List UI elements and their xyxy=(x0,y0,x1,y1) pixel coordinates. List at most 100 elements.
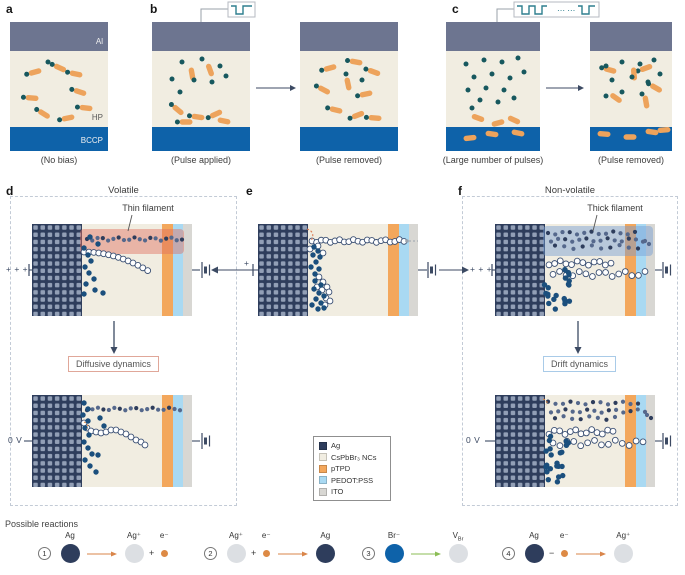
ion-dot xyxy=(511,95,517,101)
ion-dot xyxy=(463,61,469,67)
ion-dot xyxy=(179,59,185,65)
ag-circle xyxy=(315,544,335,563)
ion-dot xyxy=(223,73,229,79)
species-electron: e⁻ xyxy=(556,531,572,557)
layer-ito xyxy=(646,224,655,316)
reaction-arrow-icon xyxy=(278,551,309,557)
nanocrystal-rod xyxy=(623,134,637,140)
species-ag-plus: Ag⁺ xyxy=(223,531,249,563)
title-volatile: Volatile xyxy=(108,185,139,196)
reaction-arrow-icon xyxy=(87,551,117,557)
nanocrystal-rod xyxy=(363,66,381,76)
ion-dot xyxy=(645,79,651,85)
arrowhead-icon xyxy=(290,85,296,91)
device-cross-volatile-zero xyxy=(32,395,192,487)
species-ag: Ag xyxy=(521,531,547,563)
device-stack-pulse-removed xyxy=(300,22,398,151)
ion-dot xyxy=(169,76,175,82)
nanocrystal-rod xyxy=(217,117,231,125)
device-cross-intermediate xyxy=(258,224,418,316)
legend-item-ptpd: pTPD xyxy=(319,464,385,473)
thick-filament-label: Thick filament xyxy=(587,203,643,213)
nanocrystal-rod xyxy=(188,67,196,81)
ion-dot xyxy=(343,71,349,77)
layer-ito xyxy=(646,395,655,487)
layer-ito xyxy=(183,224,192,316)
layer-ito xyxy=(409,224,418,316)
br-circle xyxy=(384,544,404,563)
ion-dot xyxy=(603,63,609,69)
ion-dot xyxy=(521,69,527,75)
reaction-3: 3 Br⁻ VBr xyxy=(362,531,471,563)
battery-icon xyxy=(427,262,437,278)
layer-ptpd xyxy=(162,395,173,487)
nanocrystal-rod xyxy=(57,114,75,123)
nanocrystal-rod xyxy=(491,119,505,127)
pulse-icon-train xyxy=(513,1,600,18)
nanocrystal-rod xyxy=(24,68,42,77)
diffusive-dynamics-box: Diffusive dynamics xyxy=(68,356,159,372)
layer-label-al: Al xyxy=(95,37,103,46)
drift-dynamics-box: Drift dynamics xyxy=(543,356,617,372)
nanocrystal-rod xyxy=(645,128,659,136)
species-electron: e⁻ xyxy=(156,531,172,557)
panel-label-c: c xyxy=(452,2,459,16)
panel-label-f: f xyxy=(458,184,462,198)
possible-reactions-title: Possible reactions xyxy=(5,519,79,529)
ion-dot xyxy=(469,105,475,111)
nanocrystal-rod xyxy=(313,83,331,95)
ion-dot xyxy=(177,89,183,95)
nanocrystal-rod xyxy=(20,94,39,102)
title-non-volatile: Non-volatile xyxy=(544,185,596,196)
species-ag-plus: Ag⁺ xyxy=(121,531,147,563)
nanocrystal-rod xyxy=(610,93,622,103)
filament-highlight xyxy=(80,229,184,254)
reaction-4-number: 4 xyxy=(502,547,515,560)
caption-pulse-removed-c: (Pulse removed) xyxy=(597,155,665,165)
nanocrystal-rod xyxy=(206,63,214,77)
layer-pedot-pss xyxy=(173,395,183,487)
layer-ptpd xyxy=(162,224,173,316)
ion-dot xyxy=(619,89,625,95)
ion-dot xyxy=(483,85,489,91)
ion-dot xyxy=(637,61,643,67)
nanocrystal-rod xyxy=(347,110,365,121)
nanocrystal-rod xyxy=(74,104,93,112)
panel-d-volatile-box xyxy=(10,196,237,506)
layer-ptpd xyxy=(388,224,399,316)
device-cross-volatile-biased xyxy=(32,224,192,316)
pulse-icon-single xyxy=(227,1,256,18)
layer-ag-electrode xyxy=(258,224,308,316)
nanocrystal-rod xyxy=(319,64,337,73)
thin-filament-label: Thin filament xyxy=(122,203,174,213)
nanocrystal-rod xyxy=(49,61,67,73)
nanocrystal-rod xyxy=(363,114,382,121)
ion-dot xyxy=(359,77,365,83)
swatch-pedotpss xyxy=(319,476,327,484)
ion-dot xyxy=(651,57,657,63)
ion-dot xyxy=(619,59,625,65)
species-electron: e⁻ xyxy=(258,531,274,557)
legend-box: Ag CsPbBr₃ NCs pTPD PEDOT:PSS ITO xyxy=(313,436,391,501)
nanocrystal-rod xyxy=(485,130,499,138)
legend-item-ag: Ag xyxy=(319,441,385,450)
nanocrystal-rod xyxy=(205,109,223,121)
caption-pulse-applied: (Pulse applied) xyxy=(170,155,232,165)
layer-ag-electrode xyxy=(32,395,82,487)
species-br-vacancy: VBr xyxy=(445,531,471,563)
arrowhead-icon xyxy=(578,85,584,91)
bias-plus-f: + + + xyxy=(470,264,493,274)
ion-dot xyxy=(191,77,197,83)
nanocrystal-rod xyxy=(345,58,363,66)
nanocrystal-rod xyxy=(597,131,611,137)
swatch-ito xyxy=(319,487,327,496)
reaction-arrow-icon xyxy=(411,551,441,557)
reaction-2-number: 2 xyxy=(204,547,217,560)
ion-dot xyxy=(217,63,223,69)
legend-item-pedotpss: PEDOT:PSS xyxy=(319,476,385,485)
nanocrystal-rod xyxy=(174,119,193,125)
species-ag-plus: Ag⁺ xyxy=(610,531,636,563)
nanocrystal-rod xyxy=(69,86,87,96)
ion-dot xyxy=(603,93,609,99)
